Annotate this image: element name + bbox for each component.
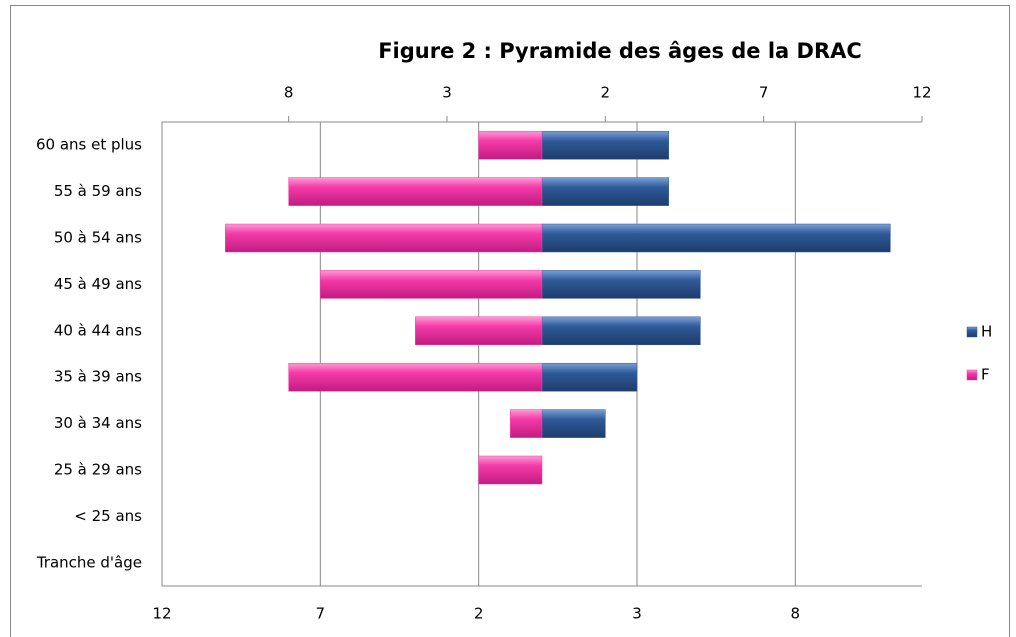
x-tick-label: 2 — [474, 605, 484, 623]
bar — [541, 223, 891, 253]
x2-tick-label: 3 — [442, 84, 452, 102]
y-tick-label: Tranche d'âge — [36, 553, 142, 571]
y-tick-label: 40 à 44 ans — [54, 321, 142, 339]
bar — [478, 455, 543, 485]
bar — [288, 362, 543, 392]
chart-title: Figure 2 : Pyramide des âges de la DRAC — [378, 39, 862, 63]
bar — [541, 409, 606, 438]
x-tick-label: 8 — [791, 605, 801, 623]
legend-label: H — [981, 323, 992, 341]
y-tick-label: 30 à 34 ans — [54, 414, 142, 432]
x2-tick-label: 12 — [912, 84, 931, 102]
bar — [541, 316, 701, 346]
y-tick-label: 60 ans et plus — [36, 136, 142, 154]
x-tick-label: 7 — [316, 605, 326, 623]
y-tick-label: 25 à 29 ans — [54, 461, 142, 479]
x2-tick-label: 2 — [601, 84, 611, 102]
bar — [415, 316, 543, 346]
x-tick-label: 12 — [152, 605, 171, 623]
bar — [478, 130, 543, 160]
bar — [541, 362, 638, 392]
bar — [541, 270, 701, 299]
bar — [510, 409, 543, 438]
x-tick-label: 3 — [632, 605, 642, 623]
y-tick-label: 45 à 49 ans — [54, 275, 142, 293]
bar — [541, 177, 669, 206]
x2-tick-label: 7 — [759, 84, 769, 102]
y-tick-label: < 25 ans — [74, 507, 142, 525]
y-tick-label: 35 à 39 ans — [54, 368, 142, 386]
y-tick-label: 55 à 59 ans — [54, 182, 142, 200]
bar — [541, 130, 669, 160]
legend-swatch — [966, 326, 978, 338]
bar — [225, 223, 543, 253]
y-tick-label: 50 à 54 ans — [54, 229, 142, 247]
bar — [320, 270, 543, 299]
bar — [288, 177, 543, 206]
legend-label: F — [981, 366, 990, 384]
x2-tick-label: 8 — [284, 84, 294, 102]
legend-swatch — [966, 369, 978, 381]
